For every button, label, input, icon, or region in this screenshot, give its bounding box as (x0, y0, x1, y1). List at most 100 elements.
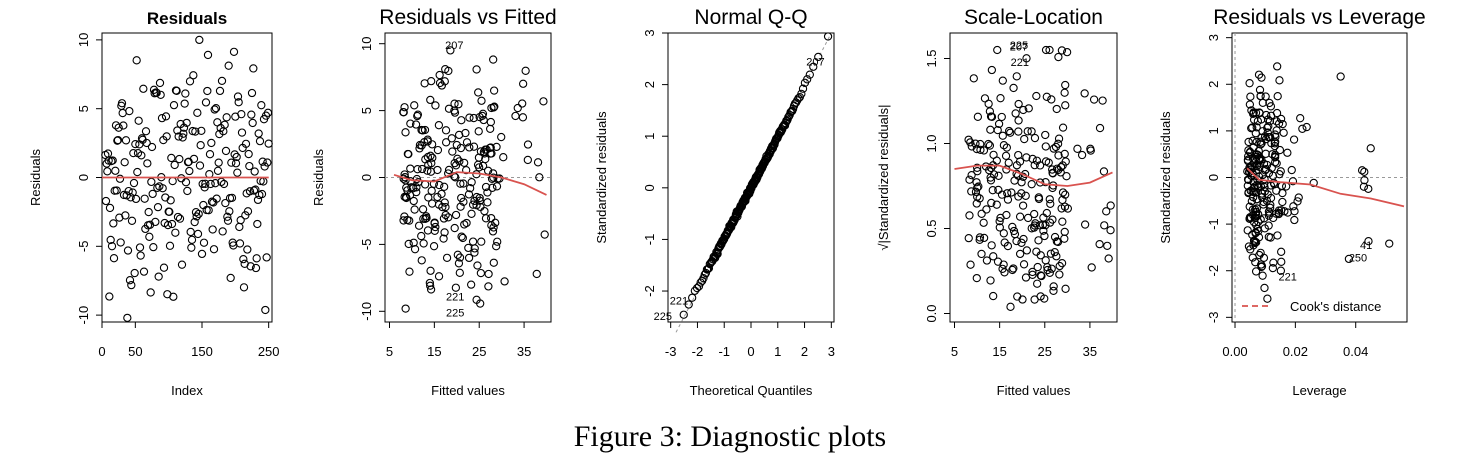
data-point (1056, 162, 1066, 172)
data-point (409, 196, 418, 206)
data-point (426, 285, 436, 294)
data-point (1021, 191, 1030, 200)
data-point (521, 66, 530, 75)
data-point (469, 142, 479, 151)
data-point (688, 293, 697, 302)
data-point (1296, 114, 1305, 123)
data-point (994, 119, 1004, 129)
data-point (156, 90, 165, 100)
data-point (977, 249, 986, 259)
data-point (483, 198, 492, 207)
data-point (151, 217, 160, 227)
data-point (1041, 220, 1050, 230)
data-point (1248, 187, 1257, 196)
data-point (1245, 100, 1255, 109)
data-point (1048, 168, 1057, 178)
data-point (1276, 266, 1286, 275)
data-point (1288, 177, 1298, 186)
data-point (197, 249, 207, 259)
data-point (101, 196, 111, 206)
data-point (247, 110, 256, 119)
data-point (165, 207, 174, 216)
data-point (1060, 234, 1069, 243)
data-point (125, 276, 135, 285)
data-point (1052, 104, 1061, 114)
y-axis-label: Residuals (311, 148, 326, 206)
data-point (684, 300, 693, 309)
data-point (459, 179, 468, 188)
data-point (992, 200, 1001, 209)
data-point (1271, 150, 1280, 159)
data-point (468, 237, 478, 246)
data-point (972, 273, 981, 283)
data-point (201, 98, 211, 107)
data-point (427, 140, 437, 149)
data-point (477, 237, 486, 246)
data-point (474, 153, 484, 162)
data-point (141, 127, 151, 136)
data-point (967, 187, 976, 196)
y-tick-label: 0 (642, 184, 657, 191)
data-point (232, 152, 241, 162)
y-tick-label: -10 (76, 306, 91, 325)
data-point (995, 223, 1004, 232)
y-axis-label: √|Standardized residuals| (876, 104, 891, 250)
data-point (248, 118, 257, 128)
data-point (997, 112, 1006, 122)
data-point (109, 254, 119, 263)
data-point (179, 123, 189, 132)
data-point (234, 98, 243, 107)
data-point (1270, 139, 1280, 148)
data-point (402, 183, 411, 192)
data-point (1014, 116, 1023, 125)
data-point (989, 291, 998, 301)
data-point (1259, 253, 1269, 262)
data-point (523, 155, 532, 165)
data-point (158, 184, 167, 193)
point-annotation: 250 (1349, 253, 1367, 265)
data-point (460, 220, 469, 229)
data-point (1040, 231, 1049, 241)
data-point (113, 135, 123, 145)
data-point (1033, 262, 1042, 272)
data-point (1268, 150, 1277, 159)
data-point (1057, 204, 1066, 213)
point-annotation: 221 (1011, 57, 1029, 69)
data-point (1248, 123, 1257, 132)
data-point (217, 76, 227, 86)
data-point (1249, 143, 1258, 152)
data-point (134, 116, 143, 125)
data-point (405, 267, 414, 276)
data-point (472, 65, 481, 74)
data-point (155, 78, 165, 88)
data-point (192, 212, 201, 221)
data-point (206, 179, 215, 189)
data-point (214, 158, 223, 167)
data-point (480, 206, 489, 216)
data-point (474, 88, 483, 97)
data-point (419, 214, 428, 223)
data-point (486, 124, 495, 134)
data-point (444, 213, 453, 222)
data-point (1053, 139, 1063, 148)
data-point (1279, 128, 1288, 137)
data-point (189, 154, 199, 164)
data-point (143, 159, 152, 168)
data-point (481, 182, 491, 192)
smooth-line (1246, 167, 1405, 208)
data-point (699, 274, 708, 283)
y-tick-label: -1 (642, 234, 657, 246)
data-point (435, 180, 444, 190)
data-point (441, 126, 451, 135)
data-point (429, 242, 439, 251)
data-point (1251, 258, 1260, 267)
data-point (243, 207, 253, 216)
data-point (1256, 260, 1266, 269)
data-point (497, 132, 506, 142)
data-point (103, 167, 112, 176)
data-point (1102, 207, 1111, 216)
data-point (995, 217, 1004, 226)
data-point (1052, 237, 1062, 246)
data-point (1057, 46, 1067, 55)
data-point (973, 167, 982, 176)
